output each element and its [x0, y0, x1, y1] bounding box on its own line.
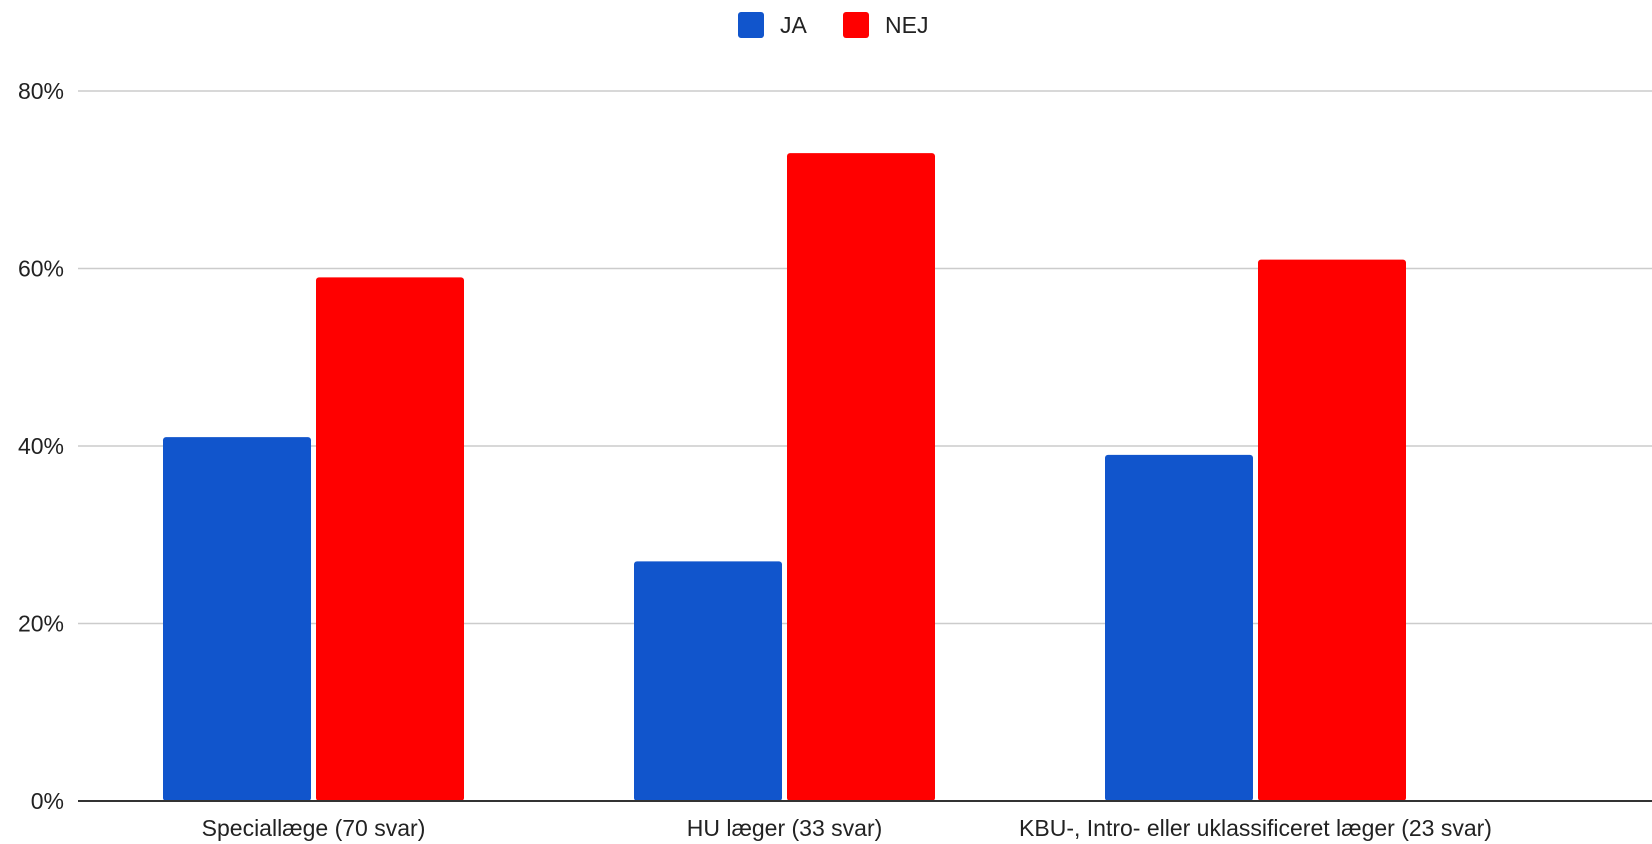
legend-swatch-ja — [738, 12, 764, 38]
y-axis: 0% 20% 40% 60% 80% — [18, 78, 64, 814]
legend-label-ja: JA — [780, 12, 808, 38]
y-tick-label: 20% — [18, 611, 64, 637]
bar-ja-3 — [1105, 454, 1253, 801]
y-tick-label: 40% — [18, 433, 64, 459]
bar-nej-2 — [787, 153, 935, 801]
bar-ja-2 — [634, 561, 782, 801]
y-tick-label: 80% — [18, 78, 64, 104]
bar-nej-3 — [1258, 259, 1406, 801]
bar-ja-1 — [163, 437, 311, 801]
y-tick-label: 60% — [18, 256, 64, 282]
legend-label-nej: NEJ — [885, 12, 928, 38]
x-axis: Speciallæge (70 svar) HU læger (33 svar) K… — [78, 800, 1652, 841]
x-category-label: KBU-, Intro- eller uklassificeret læger … — [1019, 815, 1492, 841]
chart-bars — [163, 153, 1406, 801]
legend-swatch-nej — [843, 12, 869, 38]
bar-nej-1 — [316, 277, 464, 801]
chart-legend: JA NEJ — [738, 12, 928, 38]
x-category-label: HU læger (33 svar) — [687, 815, 883, 841]
y-tick-label: 0% — [31, 788, 64, 814]
x-category-label: Speciallæge (70 svar) — [202, 815, 426, 841]
